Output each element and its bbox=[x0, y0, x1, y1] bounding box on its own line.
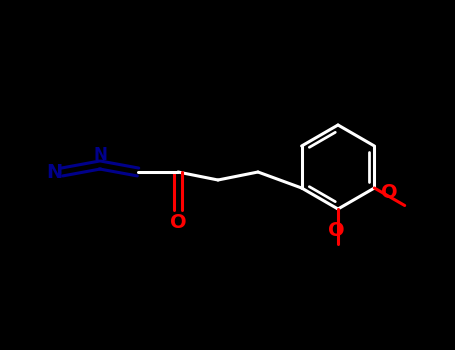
Text: N: N bbox=[46, 162, 62, 182]
Text: O: O bbox=[170, 212, 186, 231]
Text: O: O bbox=[381, 183, 398, 202]
Text: O: O bbox=[328, 221, 344, 240]
Text: N: N bbox=[93, 146, 107, 164]
